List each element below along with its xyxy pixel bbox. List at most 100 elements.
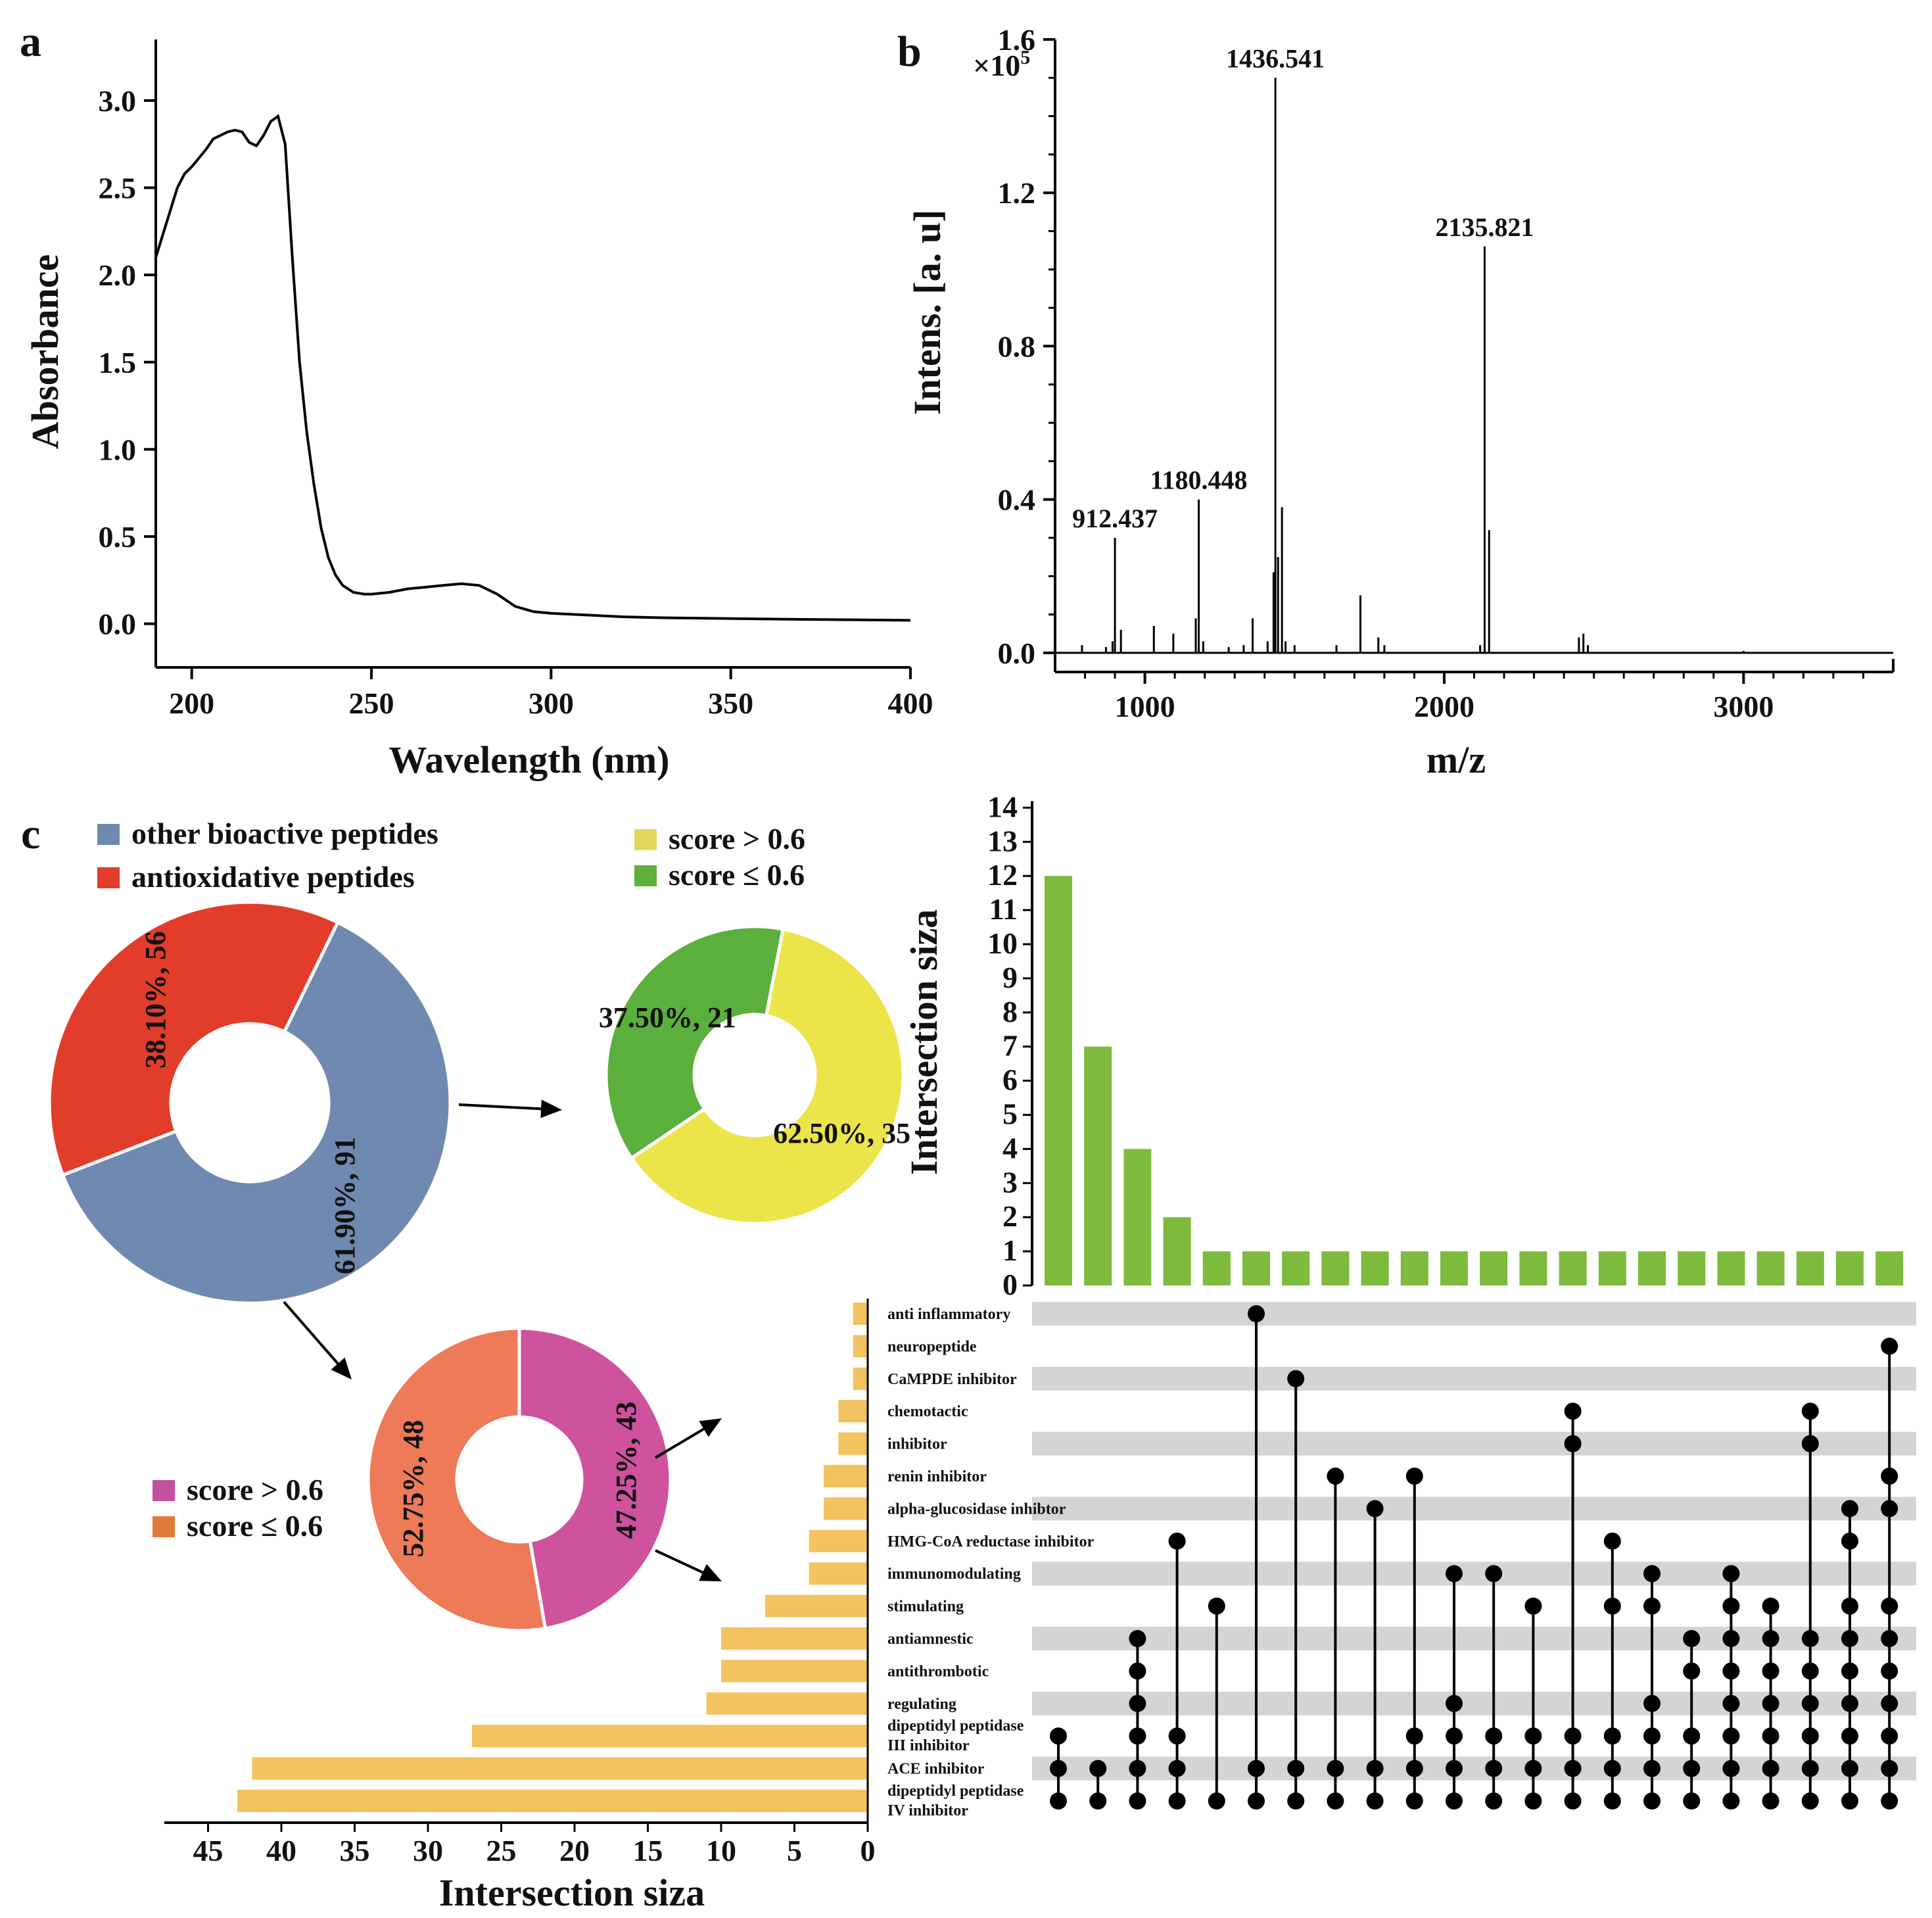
intersection-dot <box>1722 1630 1740 1647</box>
intersection-dot <box>1485 1760 1503 1777</box>
set-axis-tick-label: 5 <box>787 1834 802 1867</box>
intersection-axis-tick-label: 10 <box>987 926 1018 960</box>
legend-label: score ≤ 0.6 <box>669 858 805 892</box>
set-size-bar <box>706 1692 868 1715</box>
intersection-dot <box>1762 1727 1779 1745</box>
intersection-bar <box>1678 1251 1706 1285</box>
panel-b-ticks: 1000 2000 3000 0.0 0.4 0.8 1.2 1.6 <box>998 23 1864 723</box>
set-label: dipeptidyl peptidase IV inhibitor <box>887 1783 1024 1819</box>
intersection-axis-tick-label: 6 <box>1002 1063 1018 1097</box>
intersection-dot <box>1129 1662 1146 1680</box>
set-size-bar <box>765 1594 868 1618</box>
panel-a-ticks: 200 250 300 350 400 0.0 0.5 1.0 1.5 2.0 2.5 3.0 <box>99 84 933 720</box>
panel-b-x-axis-label: m/z <box>1426 738 1486 781</box>
intersection-dot <box>1129 1792 1146 1810</box>
intersection-dot <box>1683 1662 1701 1680</box>
intersection-dot <box>1446 1694 1463 1712</box>
intersection-axis-tick-label: 3 <box>1002 1165 1018 1199</box>
intersection-bar <box>1559 1251 1587 1285</box>
panel-b-y-axis-label: Intens. [a. u] <box>906 210 949 416</box>
set-axis-tick-label: 10 <box>706 1834 736 1867</box>
intersection-dot <box>1446 1727 1463 1745</box>
panel-b-x-tick-label: 1000 <box>1115 690 1175 723</box>
set-label: HMG-CoA reductase inhibitor <box>887 1533 1095 1550</box>
intersection-bar <box>1638 1251 1666 1285</box>
intersection-matrix <box>1050 1305 1898 1810</box>
intersection-bar <box>1400 1251 1428 1285</box>
set-size-bar <box>853 1335 868 1358</box>
intersection-dot <box>1050 1760 1067 1777</box>
set-label: antithrombotic <box>887 1663 989 1680</box>
legend-swatch <box>634 829 657 850</box>
intersection-dot <box>1643 1760 1661 1777</box>
intersection-dot <box>1168 1760 1186 1777</box>
panel-a-x-tick-label: 350 <box>708 686 753 720</box>
set-row-stripe <box>1032 1691 1916 1715</box>
intersection-axis-tick-label: 14 <box>987 790 1018 823</box>
legend-swatch <box>153 1480 175 1501</box>
intersection-bar <box>1717 1251 1745 1285</box>
intersection-dot <box>1801 1694 1819 1712</box>
intersection-dot <box>1881 1792 1898 1810</box>
intersection-dot <box>1446 1565 1463 1583</box>
intersection-bar <box>1163 1217 1191 1285</box>
intersection-bar <box>1282 1251 1310 1285</box>
intersection-dot <box>1564 1727 1582 1745</box>
donut-slice-label: 61.90%, 91 <box>329 1137 361 1274</box>
panel-b-x-tick-label: 2000 <box>1414 690 1474 723</box>
intersection-dot <box>1248 1305 1265 1322</box>
intersection-dot <box>1524 1792 1542 1810</box>
peak-label: 1180.448 <box>1150 466 1248 495</box>
panel-a-y-tick-label: 2.5 <box>99 171 137 204</box>
intersection-dot <box>1722 1565 1740 1583</box>
intersection-dot <box>1881 1760 1898 1777</box>
intersection-dot <box>1327 1468 1344 1485</box>
set-label: chemotactic <box>887 1403 968 1420</box>
intersection-dot <box>1603 1792 1621 1810</box>
intersection-bar <box>1796 1251 1824 1285</box>
panel-a-x-tick-label: 200 <box>169 686 214 720</box>
intersection-dot <box>1603 1760 1621 1777</box>
panel-b-x-tick-label: 3000 <box>1713 690 1774 723</box>
intersection-dot <box>1643 1694 1661 1712</box>
set-row-stripes <box>1032 1302 1916 1781</box>
set-size-axis: 45 40 35 30 25 20 15 10 5 0 <box>164 1299 876 1867</box>
set-label: immunomodulating <box>887 1566 1021 1583</box>
panel-b-peaks <box>1081 78 1745 653</box>
intersection-bar <box>1123 1149 1152 1285</box>
intersection-dot <box>1722 1597 1740 1615</box>
intersection-dot <box>1722 1792 1740 1810</box>
donut-slice <box>366 1326 548 1633</box>
set-size-bar <box>809 1529 868 1552</box>
intersection-dot <box>1683 1630 1701 1647</box>
intersection-dot <box>1881 1630 1898 1647</box>
intersection-dot <box>1722 1694 1740 1712</box>
intersection-bar <box>1875 1251 1904 1285</box>
intersection-bar <box>1440 1251 1468 1285</box>
intersection-bar <box>1045 876 1072 1285</box>
panel-a-y-tick-label: 1.5 <box>99 346 137 379</box>
set-label: CaMPDE inhibitor <box>887 1371 1017 1388</box>
intersection-dot <box>1841 1694 1858 1712</box>
legend-swatch <box>153 1516 175 1537</box>
peak-label: 1436.541 <box>1226 43 1325 73</box>
set-row-stripe <box>1032 1627 1916 1650</box>
set-label: renin inhibitor <box>887 1468 987 1485</box>
arrow-head <box>540 1099 562 1118</box>
set-axis-tick-label: 0 <box>860 1834 876 1867</box>
intersection-axis-tick-label: 8 <box>1002 995 1018 1028</box>
donut-slice-label: 37.50%, 21 <box>599 1001 736 1034</box>
set-axis-tick-label: 45 <box>193 1834 224 1867</box>
peak-label: 912.437 <box>1072 504 1158 533</box>
arrow-line <box>654 1427 705 1459</box>
intersection-bar <box>1202 1251 1231 1285</box>
donut-slice <box>629 927 905 1226</box>
panel-c-donut-charts: other bioactive peptides antioxidative pe… <box>47 817 910 1633</box>
set-labels: anti inflammatory neuropeptide CaMPDE inhi… <box>887 1306 1095 1819</box>
intersection-dot <box>1248 1760 1265 1777</box>
intersection-dot <box>1050 1727 1067 1745</box>
set-size-bar <box>853 1367 868 1390</box>
panel-b-peak-labels: 912.437 1180.448 1436.541 2135.821 <box>1072 43 1534 533</box>
intersection-dot <box>1841 1532 1858 1550</box>
